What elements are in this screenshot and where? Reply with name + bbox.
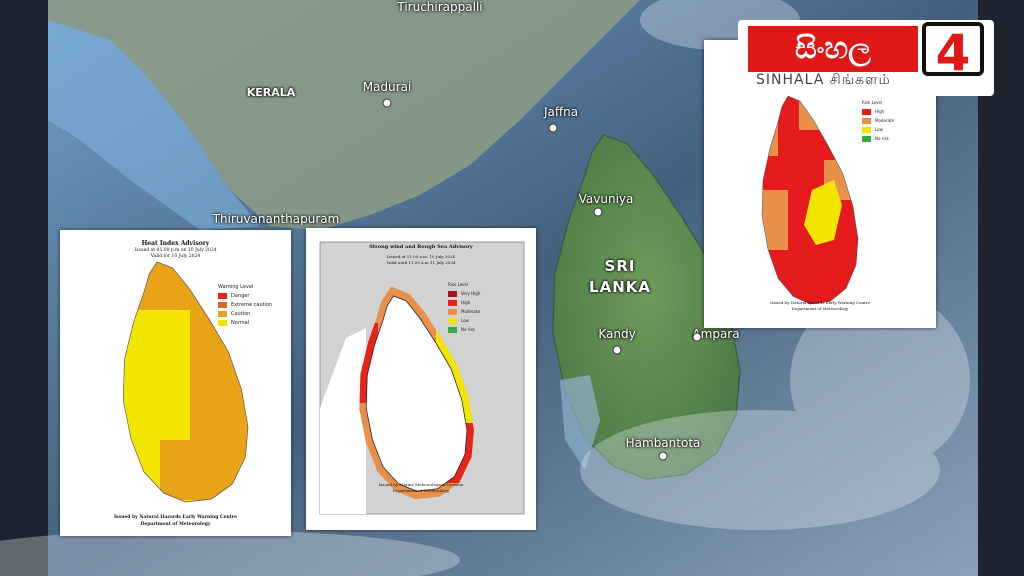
legend-label: Extreme caution [231,301,273,308]
card-issued: Issued at 11.00 a.m. 10 July 2024 [387,254,455,259]
legend-title: Risk Level [448,282,469,287]
legend: Risk Level High Moderate Low No risk [862,98,894,143]
city-label: Madurai [362,80,412,94]
logo-subtitle: SINHALA சிங்களம் [756,72,891,88]
city-dot [612,345,622,355]
legend-label: High [875,109,885,114]
card-footer: Department of Meteorology [791,306,849,311]
legend-label: Caution [231,310,251,317]
legend-item: Moderate [448,307,480,316]
legend-item: High [448,298,480,307]
country-label: SRI [604,257,636,275]
legend-item: Low [862,125,894,134]
city-dot [382,98,392,108]
legend-label: Moderate [461,309,481,314]
card-title: Heat Index Advisory [141,240,210,247]
legend-label: Low [875,127,883,132]
legend-item: Caution [218,309,272,318]
legend-label: No risk [461,327,475,332]
risk-map [761,95,859,305]
city-dot [692,332,702,342]
legend-item: Low [448,316,480,325]
logo-number: 4 [922,22,984,80]
sea-advisory-card: Strong wind and Rough Sea Advisory Issue… [306,228,536,530]
city-label: Hambantota [625,436,701,450]
card-footer: Issued by Marine Meteorological Division [378,482,464,487]
card-footer: Issued by Natural Hazards Early Warning … [770,300,870,305]
card-footer: Department of Meteorology [392,488,450,493]
city-dot [548,123,558,133]
city-label: Tiruchirappalli [397,0,483,14]
legend-item: No risk [862,134,894,143]
legend-item: Extreme caution [218,300,272,309]
city-label: Thiruvananthapuram [212,212,340,226]
city-dot [593,207,603,217]
legend-label: Very High [461,291,481,296]
legend: Risk Level Very High High Moderate Low N… [448,280,480,334]
sea-map [319,241,525,515]
region-label: KERALA [246,86,296,99]
heat-map [122,261,249,503]
logo-title: සිංහල [748,26,918,72]
legend: Warning Level Danger Extreme caution Cau… [218,282,272,327]
country-label: LANKA [589,278,651,296]
legend-item: Danger [218,291,272,300]
city-dot [658,451,668,461]
card-title: Strong wind and Rough Sea Advisory [369,244,473,250]
legend-title: Risk Level [862,100,883,105]
heat-advisory-card: Heat Index Advisory Issued at 05.00 p.m … [60,230,291,536]
channel-logo: සිංහල 4 SINHALA சிங்களம் [738,20,994,96]
legend-item: Moderate [862,116,894,125]
card-footer: Issued by Natural Hazards Early Warning … [113,515,238,520]
legend-label: Moderate [875,118,895,123]
legend-label: Low [461,318,469,323]
legend-title: Warning Level [218,283,254,290]
city-label: Kandy [598,327,636,341]
legend-item: Normal [218,318,272,327]
card-footer: Department of Meteorology [140,522,211,527]
legend-item: Very High [448,289,480,298]
legend-label: Normal [231,319,250,326]
legend-label: High [461,300,471,305]
city-label: Jaffna [543,105,579,119]
city-label: Vavuniya [578,192,634,206]
card-valid: Valid until 11.00 a.m 11 July 2024 [386,260,456,265]
legend-item: High [862,107,894,116]
card-issued: Issued at 05.00 p.m on 10 July 2024 [134,248,217,253]
card-valid: Valid for 10 July 2024 [150,254,201,259]
city-label: Ampara [692,327,740,341]
legend-label: Danger [231,292,250,299]
legend-item: No risk [448,325,480,334]
legend-label: No risk [875,136,889,141]
